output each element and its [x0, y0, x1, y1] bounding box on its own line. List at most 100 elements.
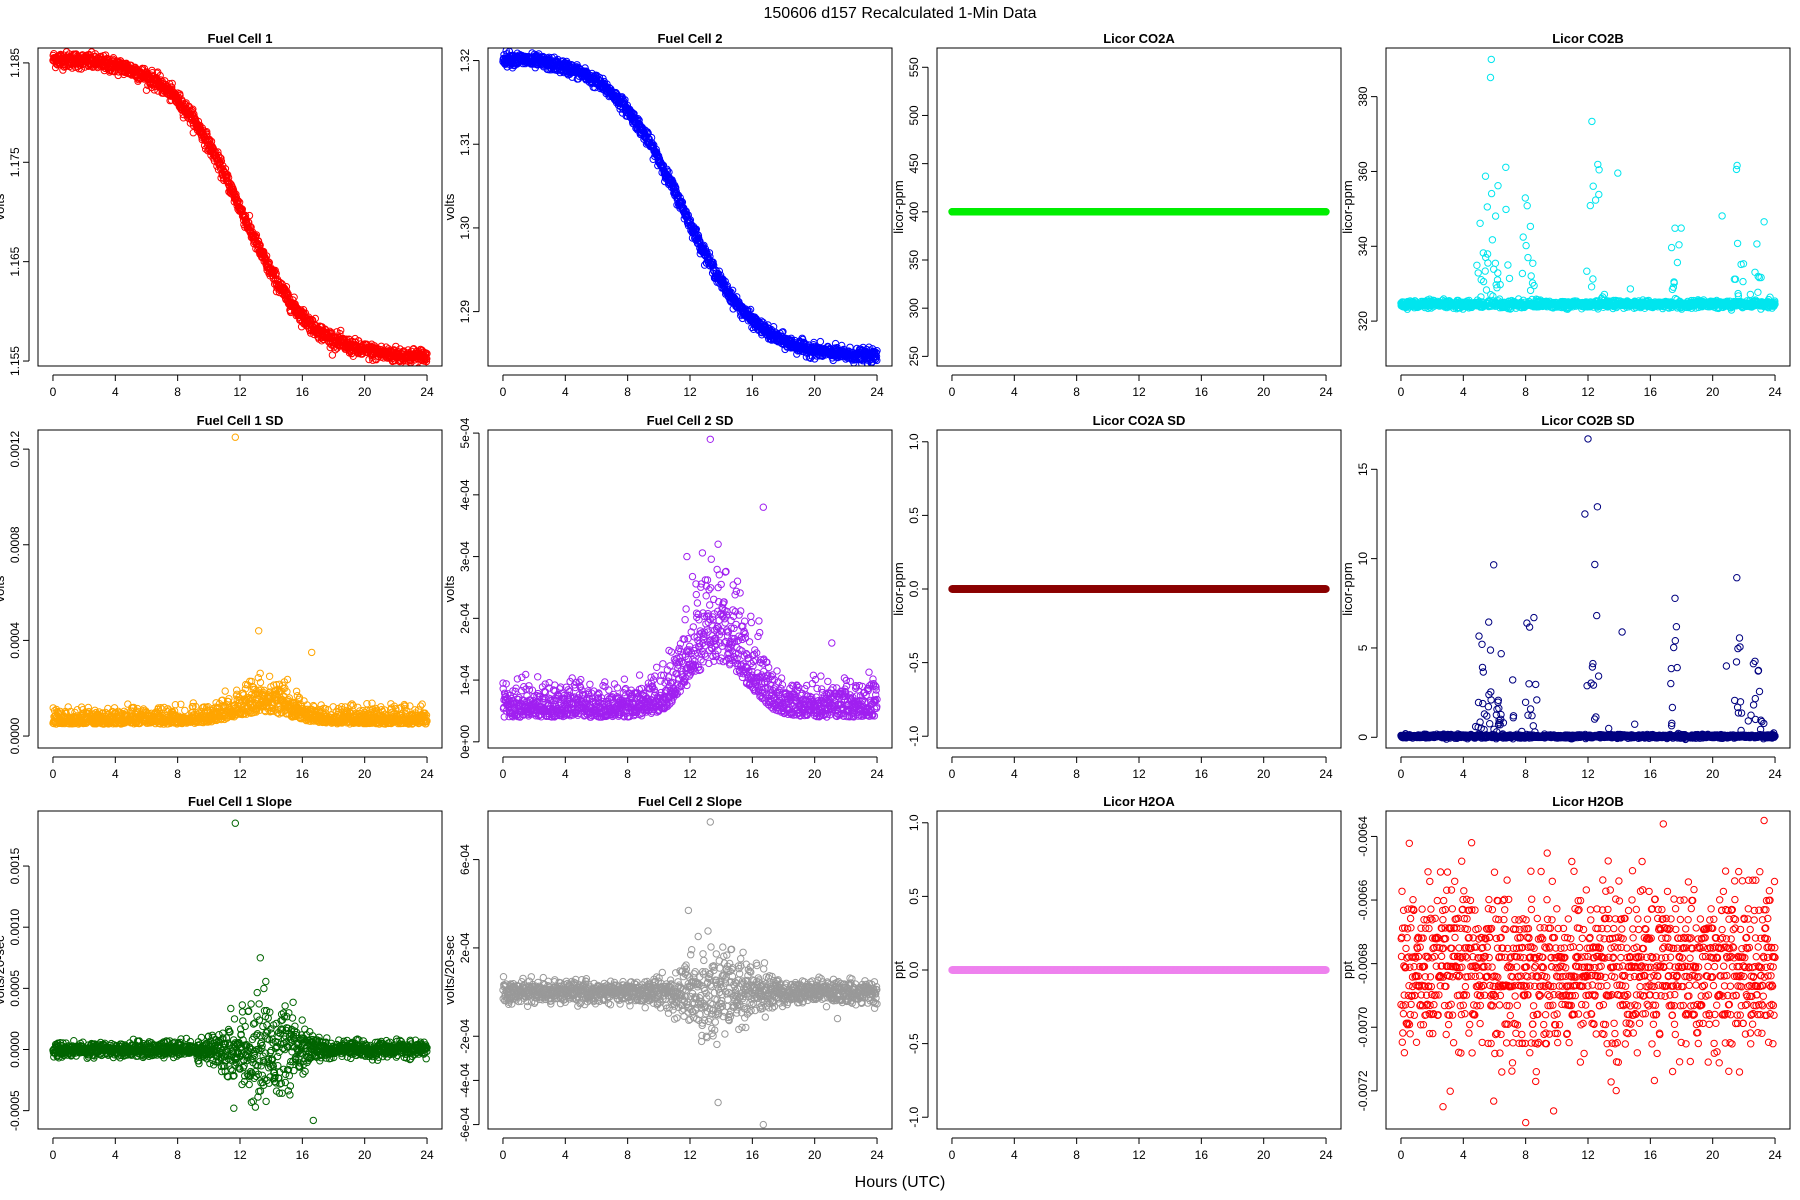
data-point: [746, 305, 755, 314]
data-point: [1494, 182, 1502, 190]
data-point: [203, 128, 211, 136]
panel-title: Fuel Cell 1: [207, 31, 272, 46]
y-tick-label: 450: [907, 153, 921, 173]
data-point: [176, 91, 184, 100]
data-point: [1491, 259, 1500, 267]
data-point: [202, 128, 210, 137]
data-point: [423, 354, 431, 363]
data-point: [672, 189, 681, 198]
data-point: [254, 237, 263, 246]
y-tick-label: 1.29: [458, 300, 472, 324]
data-point: [643, 128, 652, 136]
data-point: [757, 317, 765, 325]
x-tick-label: 24: [1319, 385, 1333, 399]
data-point: [1474, 269, 1482, 277]
data-point: [1524, 253, 1532, 262]
y-tick-label: 1.30: [458, 216, 472, 240]
data-point: [1502, 163, 1510, 172]
data-point: [678, 197, 686, 206]
data-point: [1489, 292, 1497, 300]
data-point: [337, 326, 345, 335]
data-point: [665, 168, 673, 176]
data-point: [1527, 272, 1535, 280]
data-point: [1482, 286, 1491, 294]
y-tick-label: 250: [907, 346, 921, 366]
data-point: [1476, 219, 1484, 228]
plot-frame: [37, 47, 443, 367]
x-tick-label: 16: [746, 385, 760, 399]
data-point: [873, 356, 881, 365]
data-point: [1483, 203, 1492, 211]
data-point: [377, 342, 385, 350]
data-point: [1486, 73, 1495, 82]
data-point: [1522, 241, 1530, 250]
data-point: [217, 154, 225, 163]
data-point: [1477, 276, 1485, 284]
data-point: [1473, 261, 1481, 269]
data-point: [846, 343, 854, 351]
x-tick-label: 12: [683, 385, 697, 399]
data-point: [1483, 250, 1492, 258]
y-axis-label: volts: [0, 193, 7, 220]
data-point: [1484, 259, 1492, 267]
data-point: [168, 83, 176, 92]
data-point: [270, 267, 279, 276]
x-tick-label: 0: [500, 385, 507, 399]
y-tick-label: 1.175: [8, 147, 22, 177]
series-points: [1397, 55, 1779, 314]
data-point: [1477, 293, 1485, 301]
x-tick-label: 24: [420, 385, 434, 399]
data-point: [709, 258, 717, 266]
y-tick-label: 550: [907, 57, 921, 77]
figure-title: 150606 d157 Recalculated 1-Min Data: [763, 5, 1036, 22]
y-tick-label: 1.155: [8, 346, 22, 376]
x-axis-title: Hours (UTC): [855, 1174, 946, 1191]
data-point: [224, 173, 233, 182]
panel-title: Fuel Cell 2: [657, 31, 722, 46]
panel-1: Fuel Cell 20 4 8 12 16 20 241.291.301.311.32vo…: [442, 31, 893, 399]
data-point: [1479, 277, 1488, 286]
data-point: [564, 59, 572, 68]
data-point: [1529, 259, 1537, 267]
data-point: [865, 343, 873, 351]
y-axis-label: licor-ppm: [891, 180, 906, 233]
data-point: [858, 360, 866, 366]
data-point: [245, 211, 254, 220]
data-point: [1526, 222, 1535, 231]
x-tick-label: 16: [296, 385, 310, 399]
data-point: [1487, 189, 1496, 198]
x-tick-label: 16: [1195, 385, 1209, 399]
data-point: [1523, 202, 1531, 210]
x-tick-label: 4: [562, 385, 569, 399]
data-point: [328, 329, 336, 337]
data-point: [873, 347, 881, 355]
x-tick-label: 12: [1132, 385, 1146, 399]
data-point: [1494, 269, 1502, 277]
data-point: [311, 314, 319, 323]
data-point: [715, 267, 723, 275]
data-point: [185, 104, 194, 112]
data-point: [1502, 205, 1510, 214]
data-point: [168, 79, 176, 88]
y-tick-label: 350: [907, 250, 921, 270]
y-tick-label: 1.165: [8, 246, 22, 276]
data-point: [1521, 194, 1530, 202]
panel-title: Licor CO2A: [1103, 31, 1175, 46]
x-tick-label: 0: [50, 385, 57, 399]
series-points: [499, 48, 881, 366]
data-point: [415, 364, 422, 366]
data-point: [1492, 281, 1500, 289]
data-point: [674, 191, 683, 199]
x-tick-label: 8: [174, 385, 181, 399]
x-tick-label: 8: [1073, 385, 1080, 399]
data-point: [1481, 267, 1489, 275]
data-point: [769, 323, 778, 331]
data-point: [872, 352, 881, 361]
series-points: [49, 48, 431, 366]
data-point: [1505, 274, 1514, 283]
x-tick-label: 4: [112, 385, 119, 399]
data-point: [290, 293, 298, 301]
